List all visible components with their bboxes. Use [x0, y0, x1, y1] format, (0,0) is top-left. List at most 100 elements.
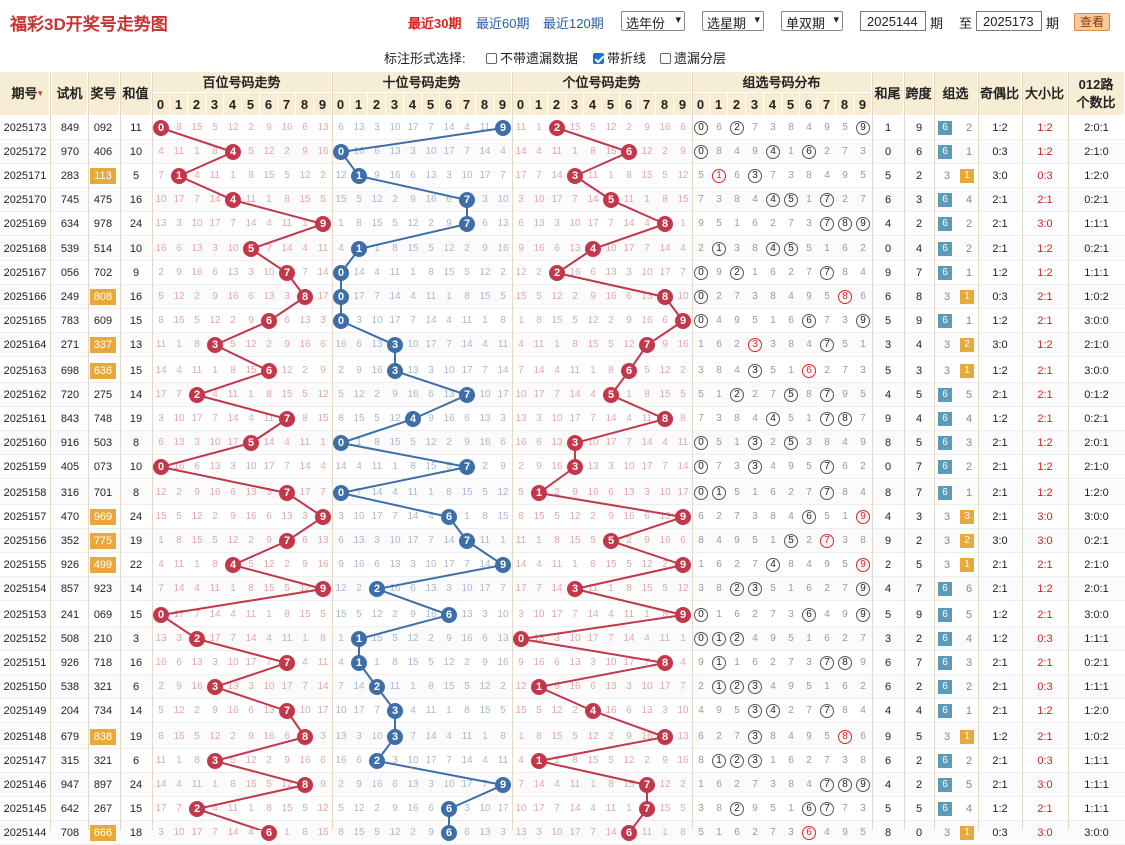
- group-digit-circle: 3: [748, 704, 762, 718]
- missing-count: 16: [335, 339, 347, 350]
- prize-number-cell: 113: [90, 168, 116, 184]
- sum-cell: 24: [129, 779, 143, 791]
- missing-count: 16: [587, 487, 599, 498]
- column-header-period[interactable]: 期号: [0, 72, 50, 116]
- group-missing-count: 7: [752, 779, 758, 790]
- checkbox-checked-icon[interactable]: [593, 53, 604, 64]
- to-period-input[interactable]: 2025173: [976, 11, 1042, 31]
- missing-count: 8: [158, 731, 164, 742]
- missing-count: 16: [299, 339, 311, 350]
- missing-count: 9: [266, 122, 272, 133]
- checkbox-icon[interactable]: [486, 53, 497, 64]
- group-missing-count: 8: [716, 365, 722, 376]
- group-type-badge: 6: [938, 412, 952, 426]
- missing-count: 10: [533, 194, 545, 205]
- sort-arrow-icon[interactable]: ▾: [38, 88, 43, 98]
- missing-count: 13: [227, 267, 239, 278]
- missing-count: 9: [356, 365, 362, 376]
- missing-count: 3: [410, 559, 416, 570]
- missing-count: 6: [680, 122, 686, 133]
- missing-count: 11: [605, 803, 617, 814]
- missing-count: 16: [191, 681, 203, 692]
- period-cell: 2025173: [3, 122, 47, 134]
- missing-count: 1: [248, 389, 254, 400]
- missing-count: 3: [608, 461, 614, 472]
- winning-digit-ball: 5: [243, 435, 259, 451]
- missing-count: 14: [317, 681, 329, 692]
- missing-count: 13: [335, 731, 347, 742]
- missing-count: 6: [518, 218, 524, 229]
- group-digit-circle: 9: [856, 582, 870, 596]
- sum-cell: 8: [132, 487, 140, 499]
- odd-even-period-select[interactable]: 单双期 ▾: [781, 11, 843, 31]
- winning-digit-ball: 3: [387, 729, 403, 745]
- missing-count: 5: [590, 535, 596, 546]
- recent-30-link[interactable]: 最近30期: [408, 16, 462, 31]
- group-missing-count: 5: [770, 365, 776, 376]
- missing-count: 12: [515, 267, 527, 278]
- missing-count: 1: [194, 146, 200, 157]
- year-select[interactable]: 选年份 ▾: [621, 11, 685, 31]
- missing-count: 4: [266, 218, 272, 229]
- missing-count: 9: [662, 755, 668, 766]
- missing-count: 4: [194, 583, 200, 594]
- digit-header: 0: [152, 93, 170, 116]
- group-digit-circle: 7: [820, 266, 834, 280]
- recent-120-link[interactable]: 最近120期: [543, 16, 604, 31]
- missing-count: 11: [281, 218, 293, 229]
- group-missing-count: 7: [842, 146, 848, 157]
- group-missing-count: 4: [752, 194, 758, 205]
- missing-count: 11: [461, 731, 473, 742]
- group-missing-count: 1: [788, 146, 794, 157]
- digit-header: 5: [242, 93, 260, 116]
- missing-count: 15: [389, 437, 401, 448]
- test-number-cell: 916: [60, 437, 80, 449]
- missing-count: 16: [353, 559, 365, 570]
- digit-header: 9: [494, 93, 512, 116]
- odd-even-ratio: 1:2: [992, 633, 1008, 645]
- missing-count: 2: [248, 122, 254, 133]
- recent-60-link[interactable]: 最近60期: [476, 16, 530, 31]
- missing-count: 2: [194, 705, 200, 716]
- missing-count: 16: [353, 146, 365, 157]
- group-missing-count: 2: [824, 365, 830, 376]
- from-period-input[interactable]: 2025144: [860, 11, 926, 31]
- missing-count: 5: [392, 633, 398, 644]
- missing-count: 16: [641, 731, 653, 742]
- missing-count: 10: [569, 218, 581, 229]
- winning-digit-ball: 9: [675, 509, 691, 525]
- group-type-badge: 1: [960, 730, 974, 744]
- prize-number-cell: 701: [93, 487, 113, 499]
- missing-count: 8: [572, 755, 578, 766]
- missing-count: 16: [533, 243, 545, 254]
- missing-count: 15: [191, 122, 203, 133]
- option-polyline[interactable]: 带折线: [593, 48, 646, 67]
- weekday-select[interactable]: 选星期 ▾: [702, 11, 764, 31]
- prize-number-cell: 636: [90, 363, 116, 379]
- missing-count: 16: [533, 657, 545, 668]
- group-type-missing: 2: [965, 681, 973, 693]
- option-no-missing[interactable]: 不带遗漏数据: [486, 48, 578, 67]
- group-type-badge: 6: [938, 754, 952, 768]
- group-missing-count: 1: [698, 779, 704, 790]
- checkbox-icon[interactable]: [660, 53, 671, 64]
- missing-count: 13: [191, 243, 203, 254]
- missing-count: 8: [500, 731, 506, 742]
- missing-count: 14: [623, 633, 635, 644]
- group-missing-count: 9: [698, 657, 704, 668]
- missing-count: 2: [266, 755, 272, 766]
- missing-count: 10: [245, 461, 257, 472]
- prize-number-cell: 267: [93, 803, 113, 815]
- missing-count: 1: [680, 633, 686, 644]
- missing-count: 2: [500, 267, 506, 278]
- missing-count: 11: [425, 705, 437, 716]
- column-divider: [872, 72, 873, 830]
- query-button[interactable]: 查看: [1074, 13, 1110, 31]
- missing-count: 3: [554, 218, 560, 229]
- sum-tail-cell: 5: [884, 803, 892, 815]
- group-type-missing: 2: [965, 122, 973, 134]
- group-missing-count: 6: [698, 731, 704, 742]
- group-missing-count: 1: [734, 657, 740, 668]
- missing-count: 10: [551, 413, 563, 424]
- option-layered-missing[interactable]: 遗漏分层: [660, 48, 726, 67]
